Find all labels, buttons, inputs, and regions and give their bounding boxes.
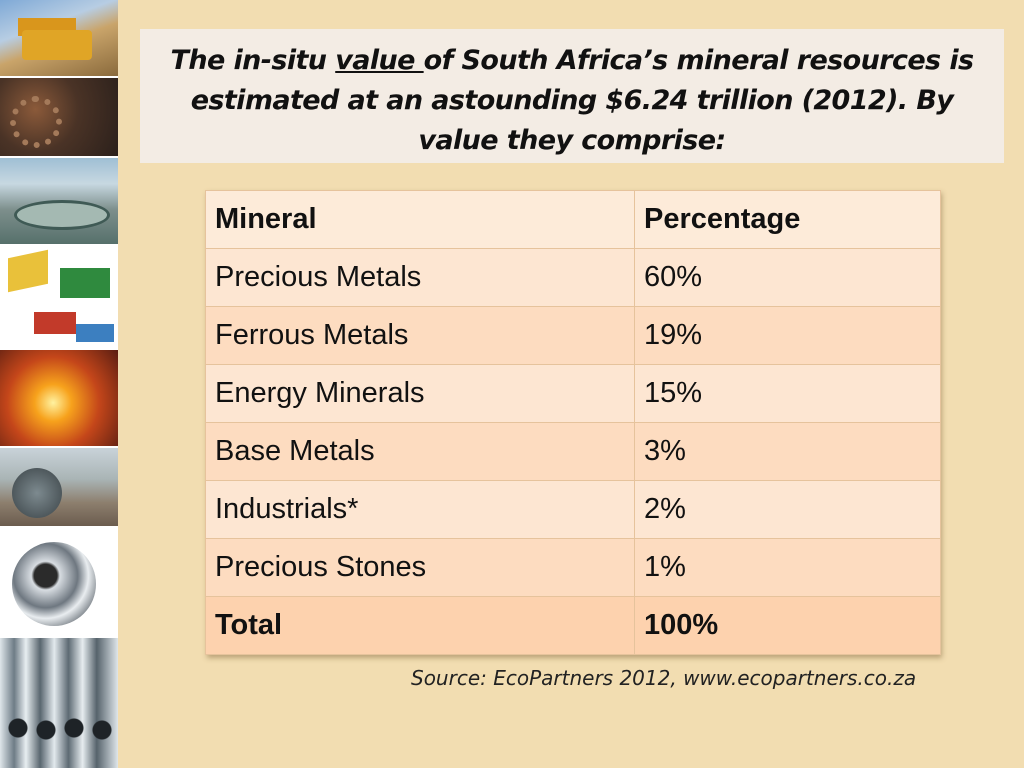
total-value-cell: 100%	[634, 596, 941, 655]
table-header-row: Mineral Percentage	[205, 190, 941, 249]
table-row: Ferrous Metals 19%	[205, 306, 941, 365]
photo-strip	[0, 0, 118, 768]
processing-equipment-photo	[0, 246, 118, 350]
mineral-cell: Industrials*	[205, 480, 635, 539]
mineral-cell: Precious Stones	[205, 538, 635, 597]
source-citation: Source: EcoPartners 2012, www.ecopartner…	[411, 666, 917, 690]
title-box: The in-situ value of South Africa’s mine…	[140, 29, 1004, 163]
mineral-cell: Base Metals	[205, 422, 635, 481]
thickener-tank-photo	[0, 158, 118, 246]
percentage-cell: 15%	[634, 364, 941, 423]
table-row: Base Metals 3%	[205, 422, 941, 481]
percentage-cell: 3%	[634, 422, 941, 481]
minerals-table: Mineral Percentage Precious Metals 60% F…	[205, 190, 941, 655]
mineral-cell: Precious Metals	[205, 248, 635, 307]
minerals-table-container: Mineral Percentage Precious Metals 60% F…	[205, 190, 941, 655]
mill-plant-photo	[0, 448, 118, 528]
title-text-end: of South Africa’s mineral resources is e…	[190, 45, 974, 156]
percentage-cell: 1%	[634, 538, 941, 597]
table-row: Energy Minerals 15%	[205, 364, 941, 423]
total-label-cell: Total	[205, 596, 635, 655]
percentage-cell: 60%	[634, 248, 941, 307]
table-total-row: Total 100%	[205, 596, 941, 655]
mining-truck-photo	[0, 0, 118, 78]
mineral-cell: Energy Minerals	[205, 364, 635, 423]
header-mineral: Mineral	[205, 190, 635, 249]
steel-pipes-photo	[0, 638, 118, 768]
molten-metal-photo	[0, 350, 118, 448]
mineral-cell: Ferrous Metals	[205, 306, 635, 365]
table-row: Industrials* 2%	[205, 480, 941, 539]
table-row: Precious Metals 60%	[205, 248, 941, 307]
slide-title: The in-situ value of South Africa’s mine…	[160, 41, 984, 161]
tunnel-boring-photo	[0, 78, 118, 158]
header-percentage: Percentage	[634, 190, 941, 249]
title-text-underlined: value	[335, 45, 424, 76]
steel-coil-photo	[0, 528, 118, 638]
title-text-start: The in-situ	[170, 45, 336, 76]
percentage-cell: 19%	[634, 306, 941, 365]
percentage-cell: 2%	[634, 480, 941, 539]
table-row: Precious Stones 1%	[205, 538, 941, 597]
